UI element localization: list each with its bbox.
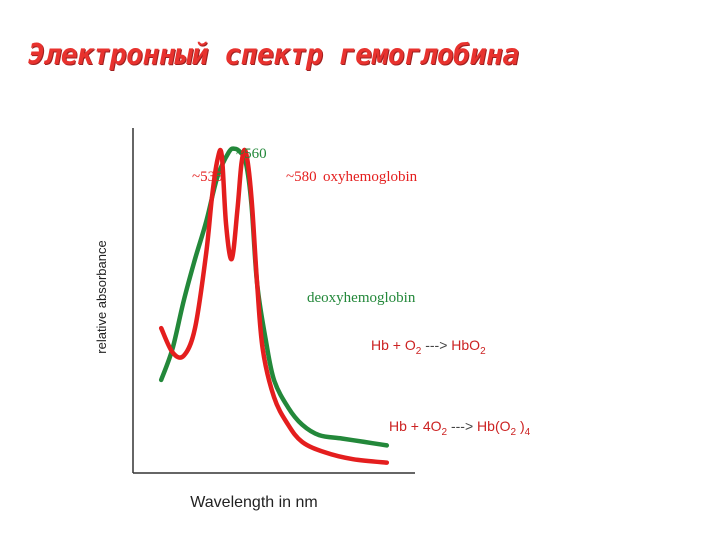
- oxy-series-label: oxyhemoglobin: [323, 169, 418, 185]
- eq2-arrow: --->: [447, 418, 477, 434]
- eq2-rhs-sub: 2: [511, 427, 517, 438]
- peak-580-label: ~580: [286, 169, 317, 185]
- slide-title: Электронный спектр гемоглобина: [28, 38, 519, 71]
- equation-1: Hb + O2 ---> HbO2: [371, 337, 486, 357]
- eq2-lhs: Hb + 4O: [389, 418, 442, 434]
- eq2-rhs-close-sub: 4: [525, 427, 531, 438]
- peak-535-label: ~535: [192, 169, 223, 185]
- eq1-arrow: --->: [421, 337, 451, 353]
- eq2-rhs-close: ): [516, 418, 525, 434]
- x-axis-label: Wavelength in nm: [190, 494, 317, 511]
- eq1-rhs-sub: 2: [480, 346, 486, 357]
- eq1-rhs: HbO: [451, 337, 480, 353]
- eq1-lhs-sub: 2: [416, 346, 422, 357]
- y-axis-label: relative absorbance: [94, 240, 109, 353]
- eq2-lhs-sub: 2: [442, 427, 448, 438]
- eq2-rhs: Hb(O: [477, 418, 511, 434]
- eq1-lhs: Hb + O: [371, 337, 416, 353]
- equation-2: Hb + 4O2 ---> Hb(O2 )4: [389, 418, 531, 438]
- deoxy-series-label: deoxyhemoglobin: [307, 290, 416, 306]
- oxyhemoglobin-curve: [158, 147, 390, 465]
- peak-560-label: ~560: [236, 146, 267, 162]
